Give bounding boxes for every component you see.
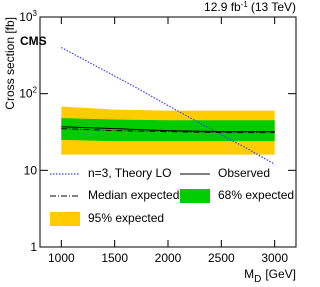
- x-tick-label: 2000: [155, 251, 182, 265]
- legend-label: Observed: [218, 166, 270, 180]
- x-tick-label: 1500: [101, 251, 128, 265]
- y-tick-label: 10: [24, 163, 38, 177]
- y-tick-label: 103: [19, 9, 37, 24]
- x-tick-label: 2500: [208, 251, 235, 265]
- y-tick-base: 10: [19, 87, 33, 101]
- lumi-label: 12.9 fb-1 (13 TeV): [204, 0, 296, 14]
- y-tick-label: 1: [30, 240, 37, 254]
- x-tick-label: 3000: [261, 251, 288, 265]
- series-line: [61, 128, 275, 134]
- series-line: [61, 126, 275, 133]
- chart: CMS 12.9 fb-1 (13 TeV) MD [GeV] Cross sect…: [3, 0, 297, 285]
- y-tick-exp: 2: [33, 86, 38, 95]
- lumi-sup: -1: [241, 0, 249, 9]
- x-label-main: M: [244, 267, 254, 281]
- legend-label: 68% expected: [218, 188, 294, 202]
- x-tick-label: 1000: [48, 251, 75, 265]
- x-label-unit: [GeV]: [265, 267, 296, 281]
- legend-swatch: [180, 189, 210, 203]
- x-axis-label: MD [GeV]: [244, 267, 296, 285]
- experiment-label: CMS: [20, 34, 47, 48]
- y-axis-label: Cross section [fb]: [3, 17, 17, 110]
- legend-label: Median expected: [88, 188, 179, 202]
- legend-label: n=3, Theory LO: [88, 166, 172, 180]
- y-tick-base: 10: [19, 10, 33, 24]
- series-line: [61, 46, 275, 165]
- x-label-sub: D: [254, 274, 261, 285]
- legend-swatch: [50, 212, 80, 226]
- lumi-rest: (13 TeV): [251, 0, 296, 14]
- y-tick-label: 102: [19, 86, 37, 101]
- legend-label: 95% expected: [88, 211, 164, 225]
- y-tick-exp: 3: [33, 9, 38, 18]
- lumi-text: 12.9 fb: [204, 0, 241, 14]
- expected-band: [61, 118, 275, 142]
